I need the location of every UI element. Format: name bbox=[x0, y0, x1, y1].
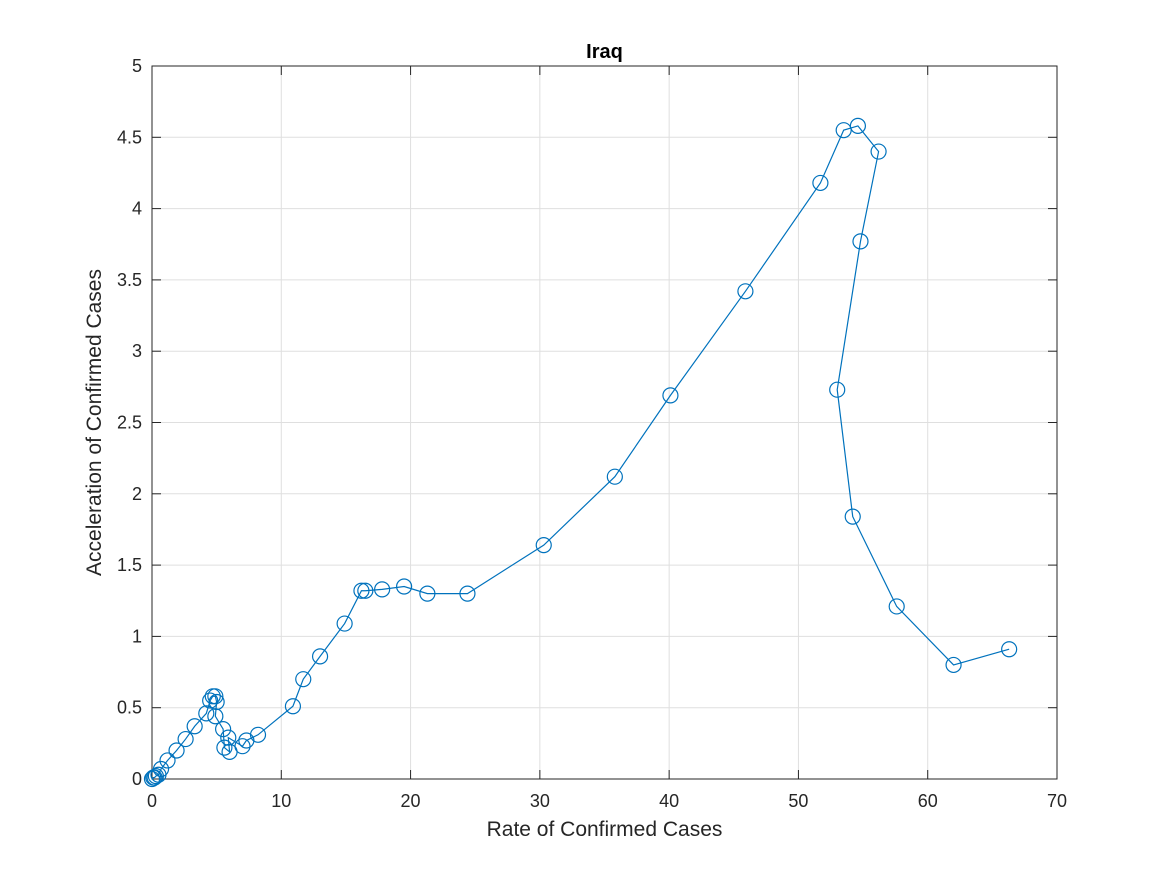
data-point bbox=[216, 739, 233, 756]
data-point bbox=[844, 508, 861, 525]
data-point bbox=[208, 693, 225, 711]
data-point bbox=[849, 117, 867, 134]
data-point bbox=[459, 585, 476, 602]
data-point bbox=[234, 738, 251, 755]
x-tick-label: 30 bbox=[530, 791, 550, 811]
data-point bbox=[945, 656, 962, 674]
x-tick-label: 40 bbox=[659, 791, 679, 811]
data-point bbox=[249, 726, 267, 743]
y-tick-label: 1.5 bbox=[117, 555, 142, 575]
data-point bbox=[870, 143, 887, 160]
data-series bbox=[143, 117, 1018, 788]
series-line bbox=[151, 125, 1010, 780]
grid-lines bbox=[151, 65, 1058, 780]
data-point bbox=[336, 615, 353, 632]
y-tick-label: 2 bbox=[132, 484, 142, 504]
data-point bbox=[152, 760, 170, 778]
y-tick-label: 2.5 bbox=[117, 413, 142, 433]
chart-title: Iraq bbox=[586, 41, 623, 63]
data-point bbox=[535, 537, 552, 554]
data-point bbox=[812, 174, 829, 192]
y-tick-label: 3 bbox=[132, 341, 142, 361]
y-tick-label: 0 bbox=[132, 769, 142, 789]
data-point bbox=[353, 582, 370, 599]
data-point bbox=[829, 381, 846, 398]
data-point bbox=[168, 742, 185, 759]
data-point bbox=[888, 598, 905, 615]
data-point bbox=[159, 752, 176, 769]
y-tick-label: 0.5 bbox=[117, 698, 142, 718]
x-tick-label: 60 bbox=[918, 791, 938, 811]
data-point bbox=[295, 671, 312, 688]
data-point bbox=[207, 708, 224, 725]
y-tick-label: 1 bbox=[132, 626, 142, 646]
x-tick-label: 50 bbox=[788, 791, 808, 811]
data-point bbox=[852, 233, 869, 250]
y-axis-label: Acceleration of Confirmed Cases bbox=[83, 269, 106, 576]
data-point bbox=[220, 729, 237, 746]
data-point bbox=[357, 582, 374, 599]
data-point bbox=[737, 283, 754, 300]
data-point bbox=[396, 578, 413, 595]
data-point bbox=[202, 692, 219, 709]
y-tick-label: 4 bbox=[132, 199, 142, 219]
x-tick-label: 0 bbox=[147, 791, 157, 811]
data-point bbox=[662, 387, 679, 404]
x-tick-label: 10 bbox=[271, 791, 291, 811]
data-point bbox=[215, 720, 232, 738]
x-tick-label: 70 bbox=[1047, 791, 1067, 811]
x-tick-label: 20 bbox=[401, 791, 421, 811]
data-point bbox=[419, 585, 436, 602]
data-point bbox=[177, 730, 194, 748]
data-point bbox=[606, 468, 623, 485]
axis-ticks: 0 10 20 30 40 50 60 70 0 0.5 1 1.5 2 2.5 3 3.5 4 4.5 5 bbox=[117, 56, 1067, 811]
x-axis-label: Rate of Confirmed Cases bbox=[487, 818, 723, 841]
data-point bbox=[198, 705, 215, 722]
data-point bbox=[146, 769, 163, 786]
y-tick-label: 3.5 bbox=[117, 270, 142, 290]
y-tick-label: 4.5 bbox=[117, 127, 142, 147]
y-tick-label: 5 bbox=[132, 56, 142, 76]
data-point bbox=[186, 718, 203, 735]
data-point bbox=[1001, 641, 1018, 658]
data-point bbox=[374, 581, 391, 598]
data-point bbox=[207, 688, 224, 705]
data-point bbox=[284, 698, 302, 715]
data-point bbox=[311, 648, 329, 665]
